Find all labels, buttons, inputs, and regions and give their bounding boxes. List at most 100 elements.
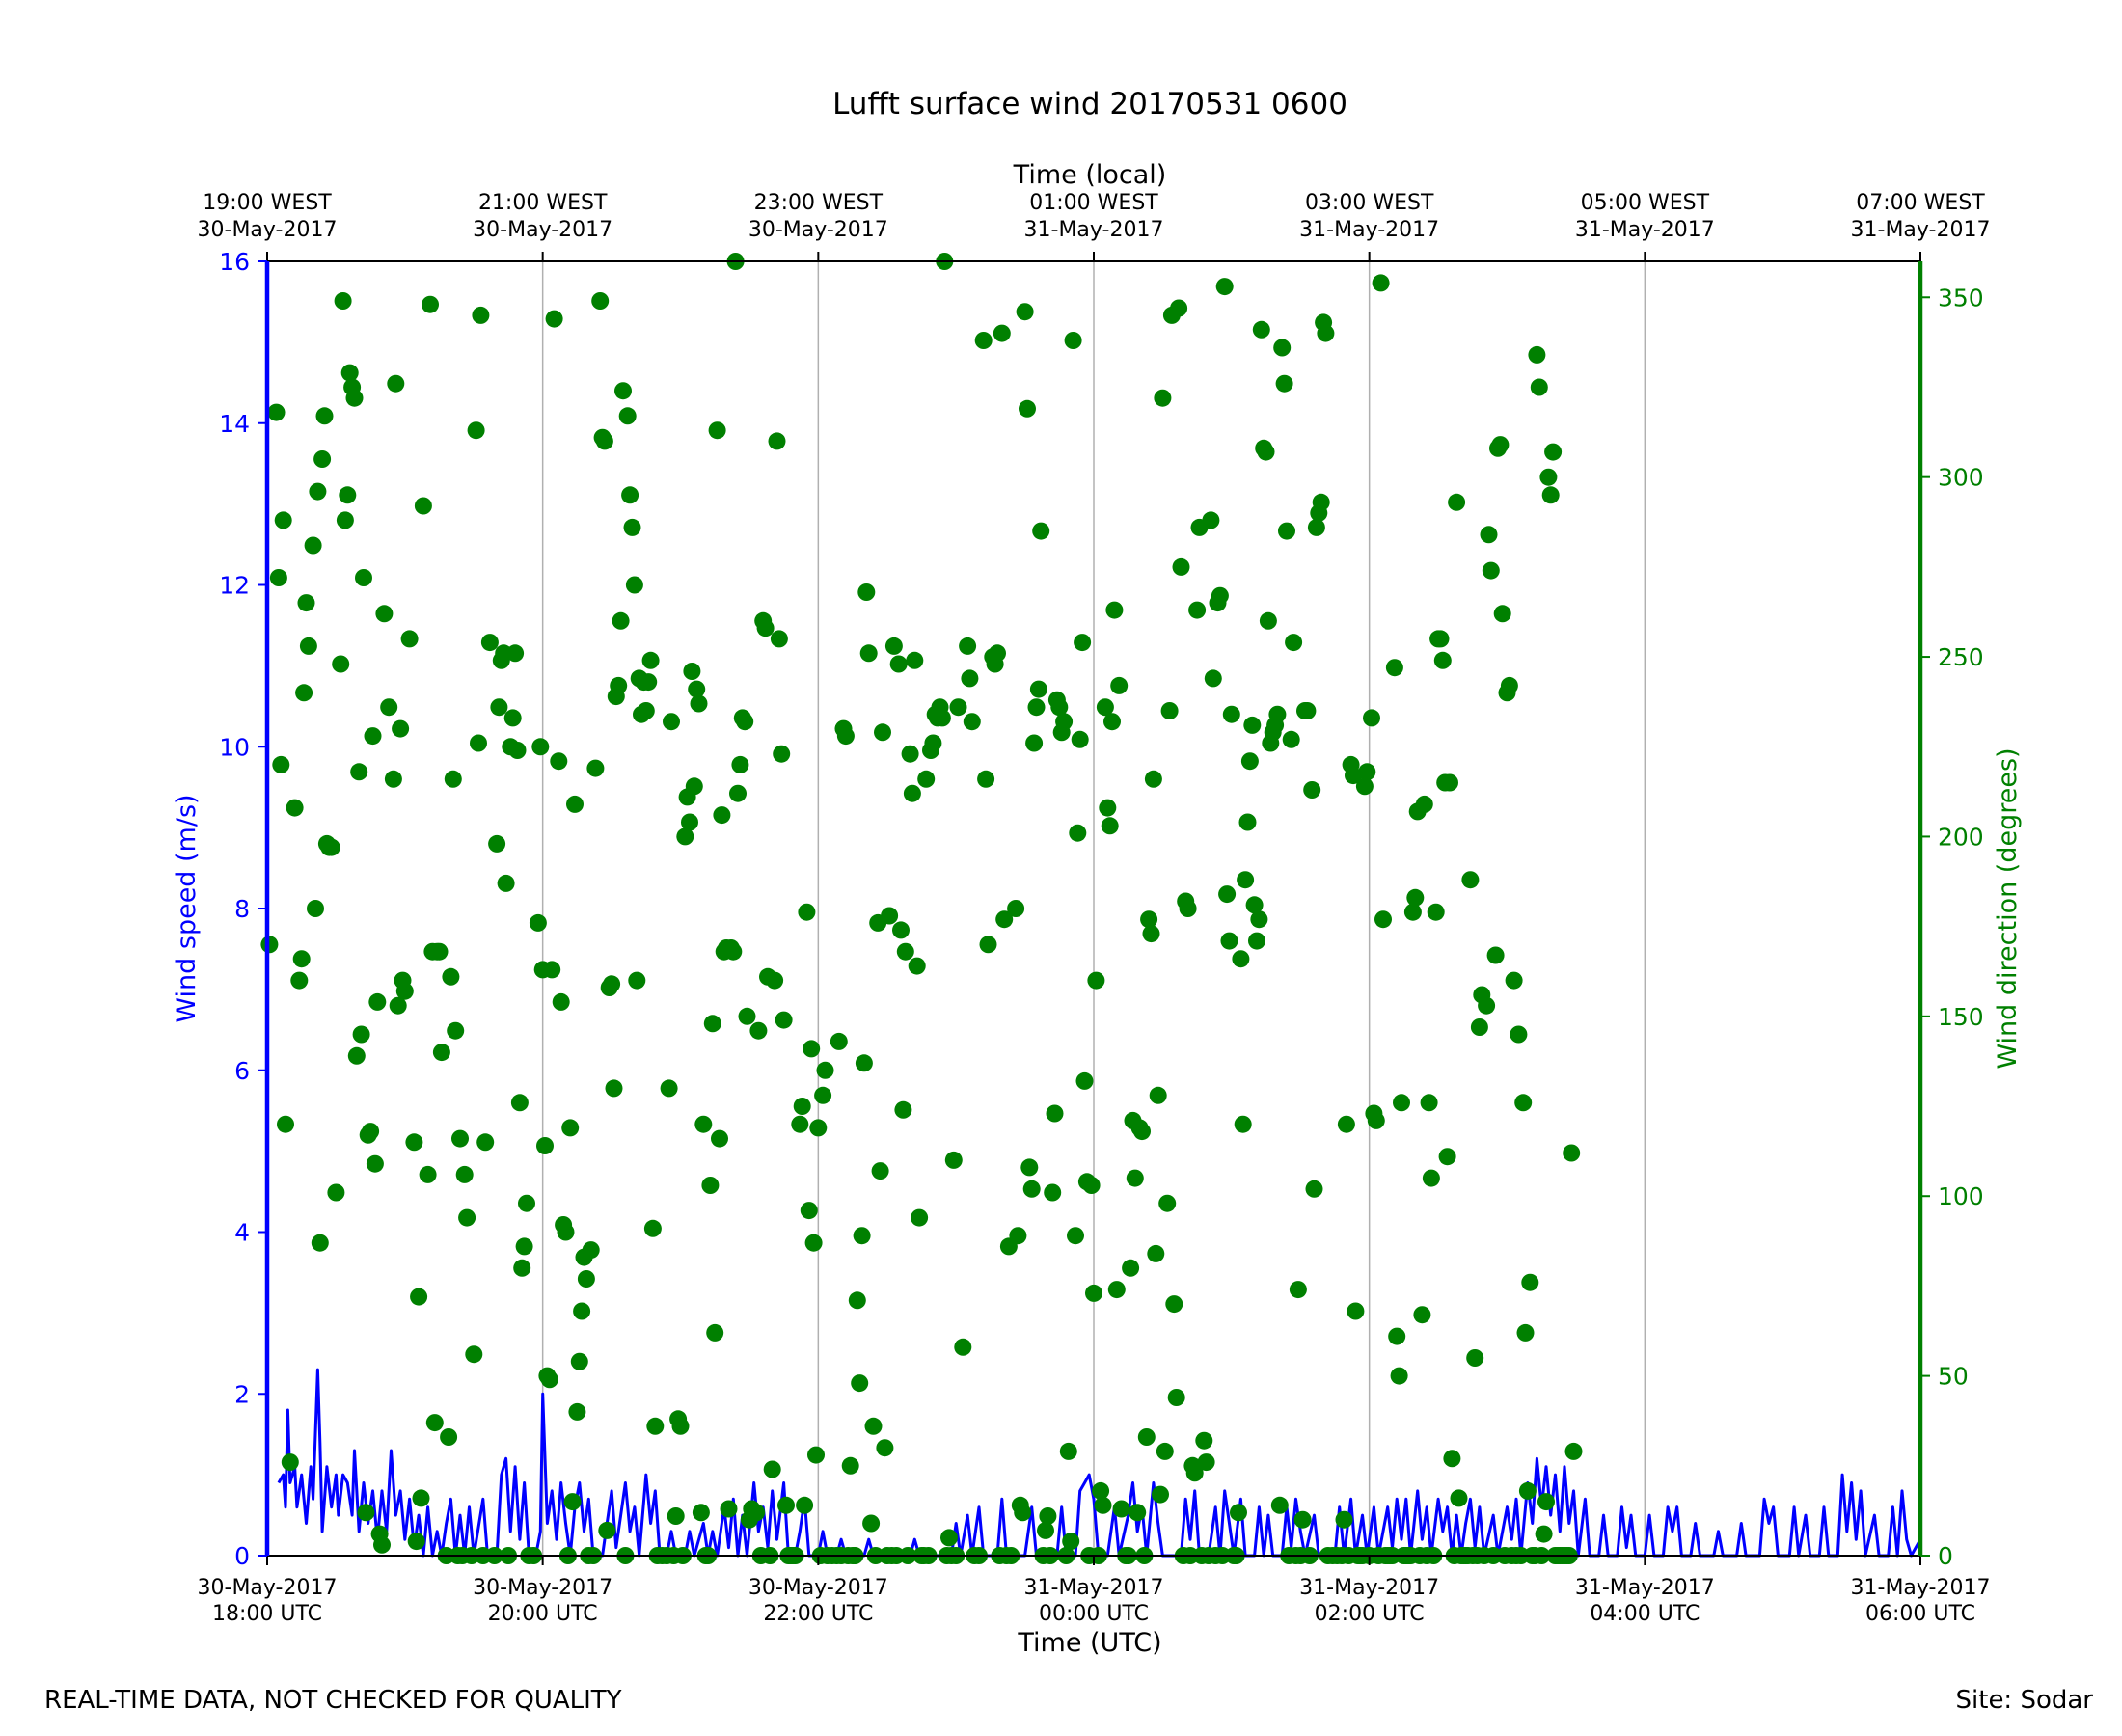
wind-direction-point bbox=[703, 1015, 721, 1033]
wind-direction-point bbox=[1500, 676, 1518, 694]
bottom-tick-date: 30-May-2017 bbox=[473, 1576, 612, 1600]
wind-direction-point bbox=[940, 1529, 958, 1547]
wind-direction-point bbox=[1273, 339, 1292, 357]
bottom-tick-date: 31-May-2017 bbox=[1851, 1576, 1991, 1600]
wind-direction-point bbox=[476, 1133, 495, 1152]
wind-direction-point bbox=[903, 784, 921, 802]
wind-direction-point bbox=[896, 942, 914, 961]
right-tick-label: 200 bbox=[1938, 823, 1984, 851]
wind-direction-point bbox=[1305, 1180, 1323, 1198]
wind-direction-point bbox=[1480, 526, 1498, 544]
wind-direction-point bbox=[1530, 378, 1548, 396]
wind-direction-point bbox=[1160, 702, 1179, 719]
wind-direction-point bbox=[332, 655, 350, 673]
wind-direction-point bbox=[1270, 1496, 1289, 1514]
wind-direction-point bbox=[1032, 522, 1050, 540]
wind-direction-point bbox=[561, 1119, 580, 1137]
wind-direction-point bbox=[1096, 698, 1114, 717]
bottom-tick-date: 30-May-2017 bbox=[748, 1576, 888, 1600]
wind-direction-point bbox=[977, 770, 995, 788]
wind-direction-point bbox=[488, 834, 506, 853]
wind-direction-point bbox=[663, 713, 680, 731]
wind-direction-point bbox=[1317, 324, 1335, 342]
wind-direction-point bbox=[729, 784, 747, 802]
wind-direction-point bbox=[1218, 885, 1237, 904]
right-tick-label: 0 bbox=[1938, 1542, 1953, 1570]
wind-direction-point bbox=[591, 292, 610, 310]
wind-direction-point bbox=[807, 1446, 825, 1464]
wind-direction-point bbox=[1105, 601, 1124, 619]
wind-direction-point bbox=[1154, 389, 1172, 407]
bottom-tick-date: 31-May-2017 bbox=[1024, 1576, 1164, 1600]
top-tick-date: 31-May-2017 bbox=[1024, 218, 1164, 242]
wind-direction-point bbox=[563, 1493, 582, 1511]
wind-direction-point bbox=[1307, 518, 1325, 536]
wind-direction-point bbox=[933, 709, 951, 727]
wind-direction-point bbox=[614, 382, 632, 400]
wind-direction-point bbox=[949, 698, 967, 717]
wind-direction-point bbox=[625, 576, 643, 594]
wind-direction-point bbox=[1367, 1111, 1385, 1129]
wind-direction-point bbox=[959, 637, 977, 655]
wind-direction-point bbox=[963, 713, 981, 731]
wind-direction-point bbox=[1075, 1071, 1094, 1090]
wind-direction-point bbox=[380, 698, 398, 717]
wind-direction-point bbox=[425, 1414, 444, 1432]
wind-speed-line bbox=[277, 1368, 1922, 1558]
wind-direction-point bbox=[432, 1044, 450, 1062]
left-tick-label: 10 bbox=[219, 733, 250, 761]
wind-direction-point bbox=[442, 967, 460, 986]
wind-direction-point bbox=[1415, 795, 1433, 813]
wind-direction-point bbox=[1137, 1428, 1156, 1446]
wind-direction-point bbox=[706, 1323, 724, 1342]
wind-direction-point bbox=[586, 759, 605, 777]
wind-direction-point bbox=[582, 1241, 600, 1260]
top-tick-date: 31-May-2017 bbox=[1299, 218, 1439, 242]
wind-direction-point bbox=[1126, 1169, 1144, 1187]
wind-direction-point bbox=[545, 310, 563, 328]
wind-direction-point bbox=[1019, 399, 1036, 418]
wind-direction-point bbox=[1257, 443, 1275, 461]
wind-direction-point bbox=[1044, 1183, 1062, 1202]
wind-direction-point bbox=[1248, 932, 1265, 950]
wind-direction-point bbox=[1037, 1521, 1054, 1539]
wind-direction-point bbox=[430, 942, 449, 961]
wind-direction-point bbox=[974, 332, 993, 349]
bottom-tick-date: 31-May-2017 bbox=[1299, 1576, 1439, 1600]
wind-direction-point bbox=[465, 1345, 483, 1364]
wind-direction-point bbox=[1234, 1115, 1252, 1133]
wind-direction-point bbox=[1237, 871, 1255, 889]
wind-direction-point bbox=[447, 1021, 465, 1040]
wind-direction-point bbox=[1491, 436, 1510, 454]
wind-direction-point bbox=[671, 1417, 690, 1435]
wind-direction-point bbox=[1082, 1177, 1101, 1194]
wind-direction-point bbox=[531, 738, 550, 756]
wind-direction-point bbox=[1140, 910, 1158, 929]
wind-direction-point bbox=[1055, 713, 1074, 731]
wind-direction-point bbox=[1441, 773, 1458, 792]
wind-direction-point bbox=[884, 637, 903, 655]
chart-title: Lufft surface wind 20170531 0600 bbox=[832, 87, 1347, 122]
bottom-tick-date: 30-May-2017 bbox=[198, 1576, 338, 1600]
wind-direction-point bbox=[292, 950, 311, 968]
wind-direction-point bbox=[455, 1165, 474, 1183]
wind-direction-point bbox=[566, 795, 584, 813]
wind-direction-point bbox=[1541, 486, 1560, 504]
wind-direction-point bbox=[1312, 493, 1330, 511]
top-tick-time: 23:00 WEST bbox=[754, 191, 884, 215]
wind-direction-point bbox=[1433, 651, 1452, 669]
wind-direction-point bbox=[1298, 702, 1317, 719]
wind-direction-point bbox=[708, 421, 726, 440]
wind-direction-point bbox=[552, 992, 570, 1011]
wind-direction-point bbox=[646, 1417, 665, 1435]
wind-direction-point bbox=[804, 1234, 823, 1252]
wind-direction-point bbox=[290, 971, 309, 990]
wind-direction-point bbox=[286, 799, 304, 817]
wind-direction-point bbox=[1110, 676, 1129, 694]
wind-direction-point bbox=[1094, 1496, 1112, 1514]
wind-direction-point bbox=[1243, 716, 1262, 734]
wind-direction-point bbox=[889, 655, 908, 673]
left-tick-label: 16 bbox=[219, 248, 250, 276]
right-tick-label: 250 bbox=[1938, 643, 1984, 671]
wind-direction-point bbox=[357, 1504, 375, 1522]
